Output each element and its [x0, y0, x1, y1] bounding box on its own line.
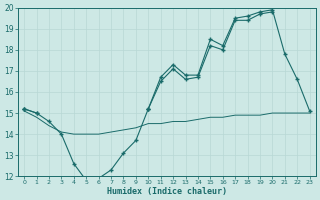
X-axis label: Humidex (Indice chaleur): Humidex (Indice chaleur)	[107, 187, 227, 196]
